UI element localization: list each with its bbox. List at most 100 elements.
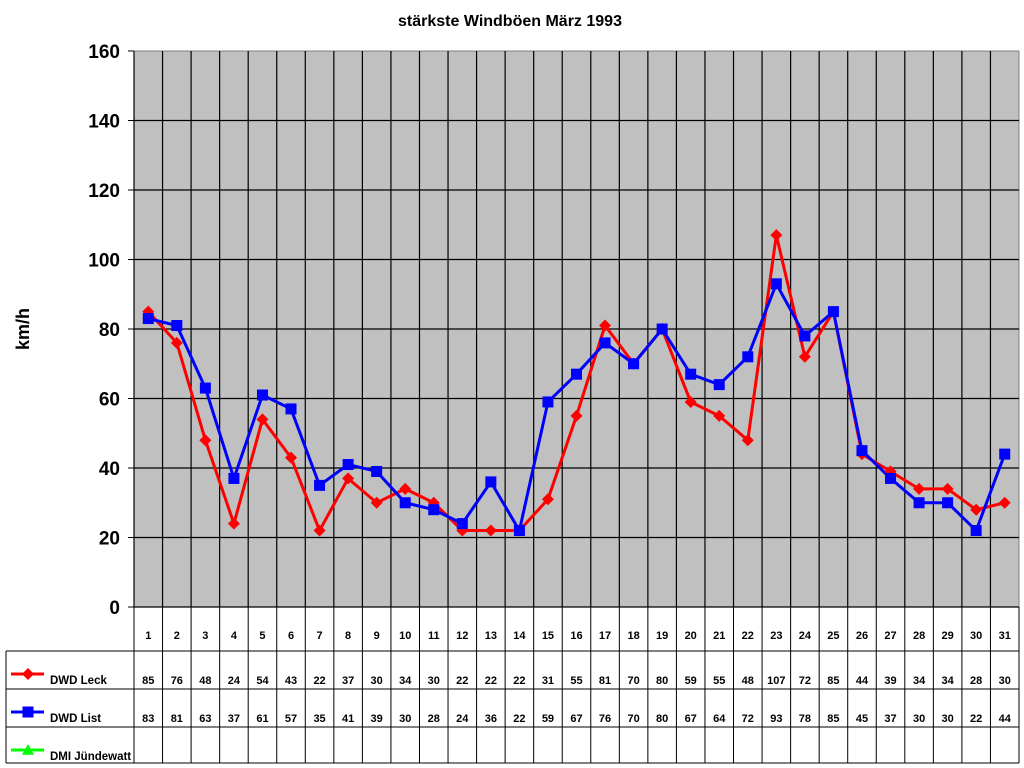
x-category-label: 27 <box>884 630 896 642</box>
table-value: 54 <box>256 675 269 687</box>
table-value: 78 <box>799 713 811 725</box>
diamond-marker-icon <box>484 524 497 537</box>
table-value: 22 <box>970 713 982 725</box>
diamond-marker-icon <box>199 434 212 447</box>
x-category-label: 9 <box>374 630 380 642</box>
x-category-label: 17 <box>599 630 611 642</box>
diamond-marker-icon <box>998 496 1011 509</box>
square-marker-icon <box>599 337 611 349</box>
legend-diamond-icon <box>22 668 34 680</box>
diamond-marker-icon <box>798 350 811 363</box>
square-marker-icon <box>285 403 297 415</box>
square-marker-icon <box>571 368 582 380</box>
legend-triangle-icon <box>22 744 34 755</box>
y-axis-label: km/h <box>13 308 33 350</box>
diamond-marker-icon <box>941 482 954 495</box>
legend-label: DMI Jündewatt <box>50 751 131 763</box>
table-value: 83 <box>142 713 154 725</box>
x-category-label: 25 <box>827 630 839 642</box>
table-value: 39 <box>884 675 896 687</box>
table-value: 22 <box>513 675 525 687</box>
square-marker-icon <box>142 313 154 325</box>
x-category-label: 7 <box>317 630 323 642</box>
x-category-label: 14 <box>513 630 526 642</box>
table-value: 93 <box>770 713 782 725</box>
square-marker-icon <box>342 459 354 471</box>
y-axis-ticks: 0 20 40 60 80 100 120 140 160 <box>88 42 134 619</box>
square-marker-icon <box>942 497 954 509</box>
table-value: 31 <box>542 675 554 687</box>
diamond-marker-icon <box>285 451 298 464</box>
y-tick-label: 140 <box>88 112 120 133</box>
x-category-label: 10 <box>399 630 411 642</box>
table-value: 76 <box>171 675 183 687</box>
x-category-label: 24 <box>799 630 812 642</box>
table-value: 43 <box>285 675 297 687</box>
table-value: 59 <box>685 675 697 687</box>
table-value: 70 <box>627 675 639 687</box>
table-value: 28 <box>428 713 440 725</box>
diamond-marker-icon <box>741 434 754 447</box>
x-category-label: 6 <box>288 630 294 642</box>
x-category-label: 3 <box>202 630 208 642</box>
x-category-label: 8 <box>345 630 351 642</box>
table-value: 85 <box>142 675 154 687</box>
square-marker-icon <box>399 497 411 509</box>
x-category-label: 28 <box>913 630 925 642</box>
diamond-marker-icon <box>570 409 583 422</box>
table-value: 37 <box>884 713 896 725</box>
square-marker-icon <box>656 323 668 335</box>
table-value: 22 <box>513 713 525 725</box>
y-tick-label: 120 <box>88 181 120 202</box>
x-category-label: 11 <box>428 630 440 642</box>
square-marker-icon <box>799 330 811 342</box>
diamond-marker-icon <box>256 413 269 426</box>
table-value: 48 <box>742 675 754 687</box>
x-category-label: 22 <box>742 630 754 642</box>
table-value: 34 <box>399 675 412 687</box>
table-value: 70 <box>627 713 639 725</box>
diamond-marker-icon <box>541 493 554 506</box>
square-marker-icon <box>371 465 383 477</box>
table-value: 24 <box>228 675 241 687</box>
table-value: 22 <box>313 675 325 687</box>
table-value: 76 <box>599 713 611 725</box>
square-marker-icon <box>314 479 326 491</box>
diamond-marker-icon <box>170 336 183 349</box>
x-category-label: 1 <box>145 630 151 642</box>
table-value: 30 <box>913 713 925 725</box>
table-value: 107 <box>767 675 785 687</box>
diamond-marker-icon <box>770 229 783 242</box>
y-tick-label: 100 <box>88 251 120 272</box>
legend-label: DWD Leck <box>50 675 107 687</box>
y-tick-label: 60 <box>99 390 120 411</box>
y-tick-label: 160 <box>88 42 120 63</box>
square-marker-icon <box>742 351 754 363</box>
table-value: 34 <box>942 675 955 687</box>
table-value: 80 <box>656 675 668 687</box>
table-value: 28 <box>970 675 982 687</box>
table-value: 81 <box>599 675 611 687</box>
diamond-marker-icon <box>970 503 983 516</box>
table-value: 72 <box>742 713 754 725</box>
table-value: 39 <box>371 713 383 725</box>
y-tick-label: 80 <box>99 320 120 341</box>
square-marker-icon <box>542 396 554 408</box>
y-tick-label: 20 <box>99 529 120 550</box>
x-category-label: 29 <box>942 630 954 642</box>
table-value: 55 <box>570 675 582 687</box>
table-value: 30 <box>428 675 440 687</box>
table-value: 34 <box>913 675 926 687</box>
square-marker-icon <box>913 497 925 509</box>
legend-square-icon <box>22 706 34 718</box>
y-tick-label: 40 <box>99 459 120 480</box>
x-category-label: 4 <box>231 630 238 642</box>
table-value: 72 <box>799 675 811 687</box>
table-value: 55 <box>713 675 725 687</box>
x-category-label: 30 <box>970 630 982 642</box>
table-value: 85 <box>827 713 839 725</box>
square-marker-icon <box>485 476 497 488</box>
table-value: 48 <box>199 675 211 687</box>
square-marker-icon <box>827 306 839 318</box>
